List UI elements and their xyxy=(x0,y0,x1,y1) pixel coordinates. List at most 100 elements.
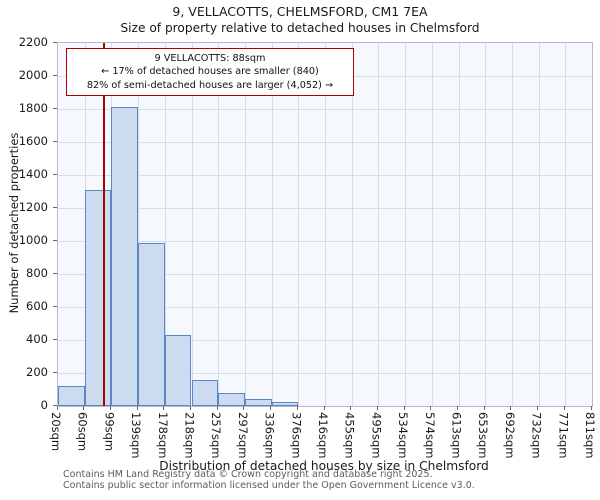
gridline-v xyxy=(271,43,273,406)
histogram-bar xyxy=(191,380,219,406)
x-tick-label: 416sqm xyxy=(316,412,330,459)
y-tick-mark xyxy=(53,306,57,307)
y-tick-label: 200 xyxy=(26,365,48,379)
x-tick-label: 297sqm xyxy=(235,412,250,459)
y-tick-label: 0 xyxy=(40,398,48,412)
gridline-v xyxy=(431,43,433,406)
x-tick-mark xyxy=(590,406,592,410)
footer-line-2: Contains public sector information licen… xyxy=(63,479,475,491)
y-tick-label: 400 xyxy=(26,332,48,346)
x-tick-mark xyxy=(323,406,325,410)
y-tick-mark xyxy=(53,405,57,406)
annotation-line-2: ← 17% of detached houses are smaller (84… xyxy=(101,66,319,78)
y-tick-label: 2200 xyxy=(18,35,48,49)
gridline-v xyxy=(565,43,567,406)
x-tick-label: 771sqm xyxy=(556,412,571,459)
x-tick-label: 455sqm xyxy=(342,412,357,459)
gridline-v xyxy=(511,43,513,406)
y-tick-mark xyxy=(53,240,57,241)
x-tick-label: 60sqm xyxy=(75,412,90,452)
x-axis-label: Distribution of detached houses by size … xyxy=(159,459,489,473)
x-tick-label: 495sqm xyxy=(369,412,384,459)
gridline-v xyxy=(138,43,140,406)
x-tick-label: 257sqm xyxy=(209,412,224,459)
x-tick-mark xyxy=(270,406,272,410)
gridline-v xyxy=(378,43,380,406)
x-tick-mark xyxy=(190,406,191,410)
annotation-box: 9 VELLACOTTS: 88sqm ← 17% of detached ho… xyxy=(66,48,354,97)
gridline-v xyxy=(405,43,407,406)
x-tick-label: 336sqm xyxy=(262,412,277,459)
x-tick-mark xyxy=(296,406,298,410)
histogram-bar xyxy=(84,189,112,406)
x-tick-label: 534sqm xyxy=(396,412,411,459)
x-tick-label: 218sqm xyxy=(182,412,197,459)
gridline-v xyxy=(351,43,353,406)
footer-line-1: Contains HM Land Registry data © Crown c… xyxy=(63,469,433,480)
property-size-marker-line xyxy=(102,43,105,406)
chart-subtitle: Size of property relative to detached ho… xyxy=(120,21,480,35)
y-tick-mark xyxy=(53,339,57,340)
y-tick-label: 2000 xyxy=(18,68,48,82)
x-tick-mark xyxy=(376,406,378,410)
y-tick-mark xyxy=(53,174,57,175)
y-tick-mark xyxy=(53,273,57,274)
y-tick-label: 1200 xyxy=(18,200,48,214)
y-tick-mark xyxy=(53,141,57,142)
x-tick-mark xyxy=(563,406,565,410)
y-tick-mark xyxy=(53,207,57,208)
histogram-bar xyxy=(271,401,299,406)
x-tick-label: 653sqm xyxy=(476,412,491,459)
x-tick-mark xyxy=(403,406,405,410)
x-tick-label: 613sqm xyxy=(449,412,464,459)
plot-area: 9 VELLACOTTS: 88sqm ← 17% of detached ho… xyxy=(57,42,593,407)
y-tick-label: 1400 xyxy=(18,167,48,181)
y-tick-mark xyxy=(53,108,57,109)
gridline-v xyxy=(244,43,246,406)
histogram-bar xyxy=(111,107,139,406)
footer: Contains HM Land Registry data © Crown c… xyxy=(63,469,475,491)
gridline-v xyxy=(191,43,193,406)
gridline-v xyxy=(458,43,460,406)
y-tick-label: 800 xyxy=(26,266,48,280)
y-tick-label: 1800 xyxy=(18,101,48,115)
y-tick-mark xyxy=(53,372,57,373)
annotation-line-3: 82% of semi-detached houses are larger (… xyxy=(86,79,334,91)
y-tick-label: 600 xyxy=(26,299,48,313)
x-tick-mark xyxy=(56,406,58,410)
gridline-v xyxy=(298,43,300,406)
gridline-v xyxy=(538,43,540,406)
y-tick-mark xyxy=(53,42,57,43)
gridline-v xyxy=(485,43,487,406)
x-tick-mark xyxy=(163,406,165,410)
x-tick-mark xyxy=(243,406,245,410)
x-tick-label: 692sqm xyxy=(502,412,517,459)
x-tick-mark xyxy=(83,406,85,410)
x-tick-label: 811sqm xyxy=(583,412,597,459)
x-tick-mark xyxy=(483,406,485,410)
x-tick-mark xyxy=(537,406,539,410)
y-tick-label: 1000 xyxy=(18,233,48,247)
histogram-bar xyxy=(218,392,245,406)
histogram-bar xyxy=(244,399,272,406)
x-tick-mark xyxy=(216,406,218,410)
x-tick-label: 574sqm xyxy=(422,412,437,459)
x-tick-mark xyxy=(350,406,352,410)
x-axis-ticks: 20sqm 60sqm 99sqm 139sqm 178sqm 218sqm 257sqm 2… xyxy=(49,406,597,460)
histogram-bar xyxy=(58,386,85,406)
histogram-bar xyxy=(138,242,165,406)
x-tick-mark xyxy=(430,406,432,410)
x-tick-label: 99sqm xyxy=(102,412,117,452)
x-tick-label: 732sqm xyxy=(529,412,544,459)
chart-title: 9, VELLACOTTS, CHELMSFORD, CM1 7EA xyxy=(172,4,428,19)
y-tick-mark xyxy=(53,75,57,76)
x-tick-label: 20sqm xyxy=(49,412,63,452)
x-tick-mark xyxy=(109,406,111,410)
x-tick-mark xyxy=(136,406,138,410)
x-tick-mark xyxy=(457,406,458,410)
x-tick-label: 376sqm xyxy=(289,412,304,459)
y-tick-label: 1600 xyxy=(18,134,48,148)
x-tick-label: 139sqm xyxy=(129,412,144,459)
x-tick-mark xyxy=(510,406,512,410)
